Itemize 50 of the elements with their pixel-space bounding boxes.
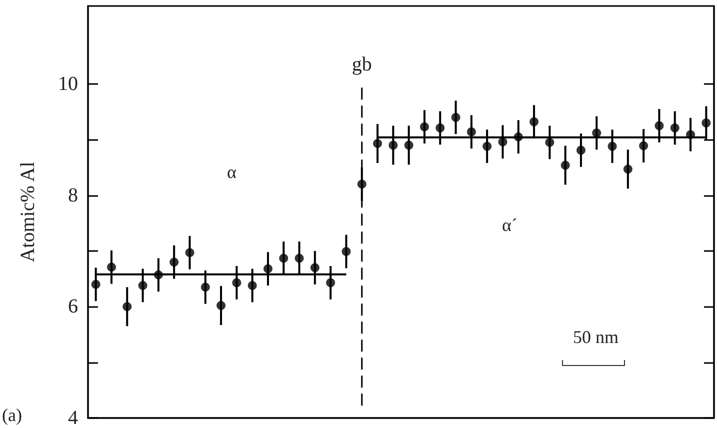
- point: [232, 278, 242, 288]
- y-axis-title: Atomic% Al: [17, 161, 39, 262]
- point: [451, 112, 460, 122]
- point: [342, 247, 351, 256]
- point: [216, 301, 226, 310]
- point: [654, 121, 664, 130]
- point: [279, 254, 288, 263]
- y-tick-label: 10: [58, 72, 78, 95]
- text: gb: [352, 53, 372, 76]
- point: [482, 142, 492, 151]
- point: [373, 139, 382, 148]
- point: [170, 258, 179, 267]
- point: [514, 132, 523, 142]
- point: [592, 128, 602, 138]
- point: [530, 117, 539, 126]
- point: [294, 254, 304, 263]
- point: [91, 280, 100, 289]
- text: (a): [2, 405, 22, 425]
- annotation: α´: [502, 215, 518, 235]
- point: [576, 146, 586, 155]
- point: [404, 140, 414, 150]
- point: [639, 141, 648, 150]
- point: [466, 127, 476, 136]
- point: [122, 302, 132, 312]
- y-tick-label: 6: [68, 296, 78, 318]
- point: [310, 263, 320, 272]
- point: [420, 122, 429, 132]
- point: [670, 123, 680, 132]
- point: [185, 248, 194, 258]
- point: [248, 280, 257, 290]
- point: [200, 282, 210, 292]
- point: [623, 164, 632, 174]
- point: [357, 180, 366, 189]
- annotation: 50 nm: [573, 327, 619, 347]
- point: [702, 118, 711, 128]
- point: [388, 140, 398, 150]
- point: [436, 123, 445, 132]
- point: [560, 160, 570, 170]
- y-tick-label: 4: [68, 407, 78, 428]
- point: [608, 142, 617, 151]
- y-tick-label: 8: [68, 184, 78, 206]
- point: [106, 262, 116, 272]
- point: [545, 138, 554, 147]
- point: [263, 264, 272, 274]
- point: [498, 137, 508, 146]
- point: [154, 270, 163, 280]
- annotation: α: [227, 162, 237, 182]
- point: [138, 280, 148, 290]
- point: [686, 130, 696, 140]
- point: [326, 278, 336, 288]
